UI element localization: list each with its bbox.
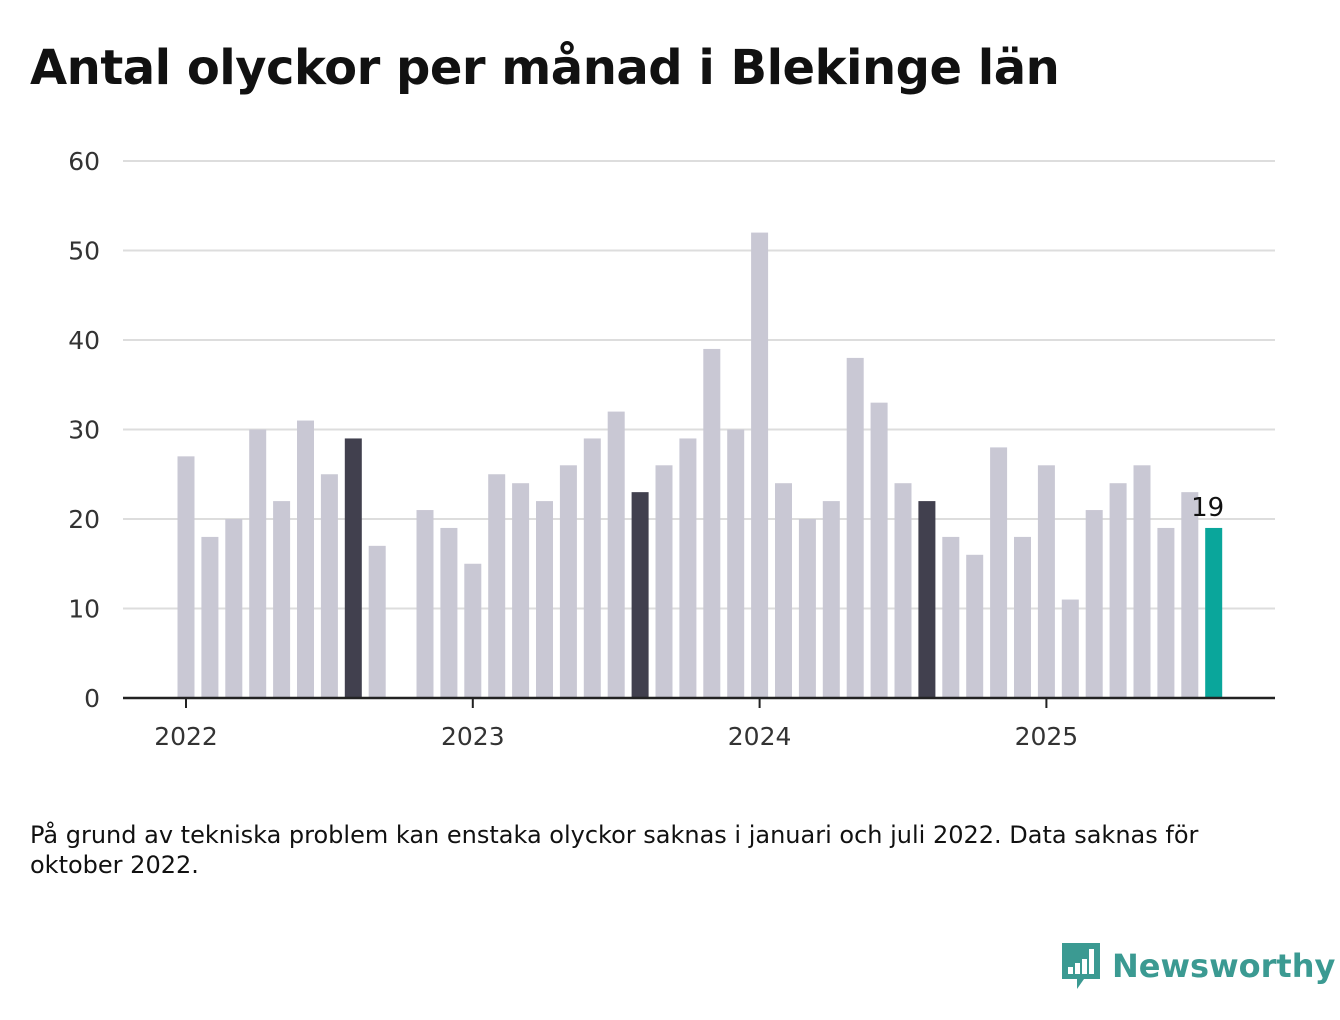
bar	[249, 429, 267, 698]
bar	[225, 519, 243, 698]
brand-logo: Newsworthy	[1060, 940, 1335, 992]
bar	[320, 474, 338, 698]
bar	[559, 465, 577, 698]
bar	[1085, 510, 1103, 698]
bar	[703, 348, 721, 698]
x-tick-label: 2025	[1015, 722, 1079, 751]
bar	[679, 438, 697, 698]
bar	[1181, 492, 1199, 698]
bar	[846, 357, 864, 698]
grid-lines	[123, 160, 1275, 610]
bar	[798, 519, 816, 698]
x-tick-label: 2022	[154, 722, 218, 751]
bar	[488, 474, 506, 698]
bar	[631, 492, 649, 698]
bar	[607, 411, 625, 698]
bar	[870, 402, 888, 698]
bar	[583, 438, 601, 698]
bar-chart: 0 10 20 30 40 50 60 2022 2023 2024 2025 19	[68, 147, 1275, 751]
y-tick-label: 30	[68, 416, 100, 445]
bar	[966, 554, 984, 698]
y-tick-label: 60	[68, 147, 100, 176]
x-axis: 2022 2023 2024 2025	[123, 696, 1275, 751]
annotations: 19	[1191, 493, 1224, 523]
bar	[464, 563, 482, 698]
bar	[894, 483, 912, 698]
bar	[512, 483, 530, 698]
bars	[177, 232, 1223, 698]
bar	[368, 545, 386, 698]
bar	[775, 483, 792, 698]
bar	[918, 501, 936, 698]
bar	[655, 465, 673, 698]
bar	[416, 510, 434, 698]
x-tick-label: 2024	[728, 722, 792, 751]
bar	[1061, 599, 1079, 698]
bar	[297, 420, 314, 698]
bar	[1205, 527, 1223, 698]
y-axis: 0 10 20 30 40 50 60	[68, 147, 100, 713]
bar	[751, 232, 769, 698]
y-tick-label: 40	[68, 326, 100, 355]
bar	[201, 536, 219, 698]
bar	[1157, 527, 1175, 698]
bar	[1133, 465, 1151, 698]
y-tick-label: 20	[68, 505, 100, 534]
y-tick-label: 10	[68, 595, 100, 624]
bar	[942, 536, 960, 698]
chart-title: Antal olyckor per månad i Blekinge län	[30, 40, 1060, 96]
footnote: På grund av tekniska problem kan enstaka…	[30, 821, 1199, 879]
bar	[536, 501, 553, 698]
y-tick-label: 50	[68, 237, 100, 266]
bar	[1014, 536, 1031, 698]
bar	[273, 501, 291, 698]
bar	[1109, 483, 1127, 698]
bar	[822, 501, 840, 698]
bar	[1037, 465, 1055, 698]
newsworthy-logo-icon	[1062, 943, 1100, 989]
bar	[177, 456, 195, 698]
bar	[344, 438, 362, 698]
brand-name: Newsworthy	[1112, 947, 1336, 985]
bar	[440, 527, 458, 698]
bar	[990, 447, 1008, 698]
y-tick-label: 0	[84, 684, 100, 713]
bar	[727, 429, 745, 698]
latest-value-label: 19	[1191, 493, 1224, 523]
x-tick-label: 2023	[441, 722, 505, 751]
